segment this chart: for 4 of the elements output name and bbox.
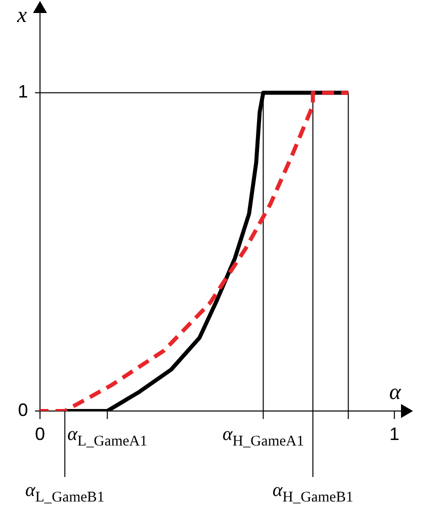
x-tick-label: 0 — [34, 424, 46, 444]
x-tick-label: 1 — [389, 424, 400, 444]
y-axis-title: x — [16, 2, 28, 27]
x-axis-title: α — [389, 378, 402, 404]
